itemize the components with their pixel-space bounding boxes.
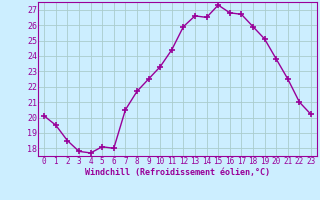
X-axis label: Windchill (Refroidissement éolien,°C): Windchill (Refroidissement éolien,°C) [85,168,270,177]
